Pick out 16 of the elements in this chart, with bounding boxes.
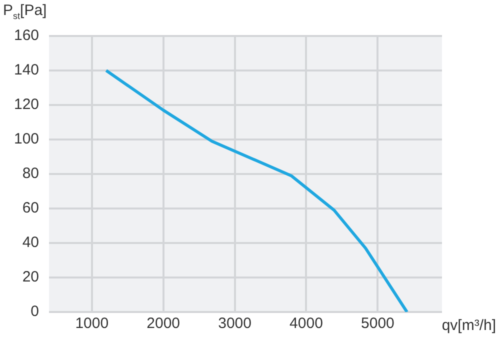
y-tick-label: 120 [14,96,40,114]
y-tick-label: 60 [22,200,40,217]
y-axis-title: P$_{st}$[Pa] [3,2,47,21]
x-tick-label: 2000 [146,315,180,332]
y-tick-label: 160 [14,27,40,44]
y-tick-label: 0 [30,303,40,320]
x-axis-title: qv[m³/h] [442,317,496,334]
x-tick-label: 3000 [218,315,252,332]
y-tick-label: 40 [22,234,40,252]
x-tick-label: 5000 [361,315,394,332]
x-tick-label: 4000 [290,315,323,332]
y-tick-label: 100 [14,130,40,148]
y-tick-label: 20 [22,268,40,286]
y-tick-label: 80 [22,165,40,182]
y-tick-label: 140 [14,62,40,79]
x-tick-label: 1000 [75,315,109,332]
